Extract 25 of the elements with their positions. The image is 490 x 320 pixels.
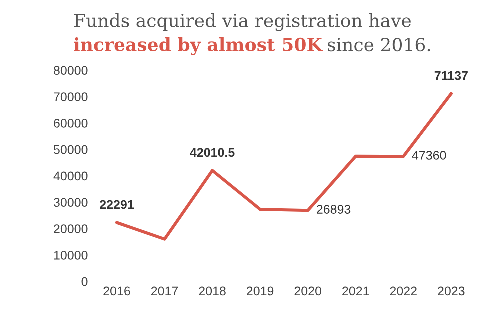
y-tick-label: 30000: [54, 198, 88, 208]
y-tick-label: 60000: [54, 119, 88, 128]
chart-title: Funds acquired via registration have: [74, 14, 411, 32]
chart-subtitle: increased by almost 50K: [74, 38, 324, 56]
x-tick-label: 2018: [199, 286, 226, 296]
y-tick-label: 10000: [54, 251, 88, 260]
data-label: 42010.5: [190, 148, 235, 158]
data-label: 26893: [317, 205, 351, 214]
x-tick-label: 2022: [390, 286, 417, 296]
x-tick-label: 2019: [247, 286, 274, 296]
x-tick-label: 2016: [104, 286, 130, 296]
x-tick-label: 2020: [294, 286, 322, 296]
data-label: 71137: [434, 71, 468, 80]
data-label: 47360: [412, 151, 446, 160]
x-tick-label: 2023: [438, 286, 465, 296]
y-tick-label: 0: [82, 277, 88, 286]
y-tick-label: 50000: [54, 145, 88, 154]
y-tick-label: 70000: [54, 92, 88, 102]
y-tick-label: 40000: [54, 172, 88, 181]
y-tick-label: 20000: [54, 224, 88, 234]
data-label: 22291: [100, 200, 134, 210]
y-tick-label: 80000: [54, 66, 88, 76]
x-tick-label: 2021: [342, 286, 370, 296]
x-tick-label: 2017: [151, 286, 178, 296]
text: since 2016.: [328, 38, 430, 52]
